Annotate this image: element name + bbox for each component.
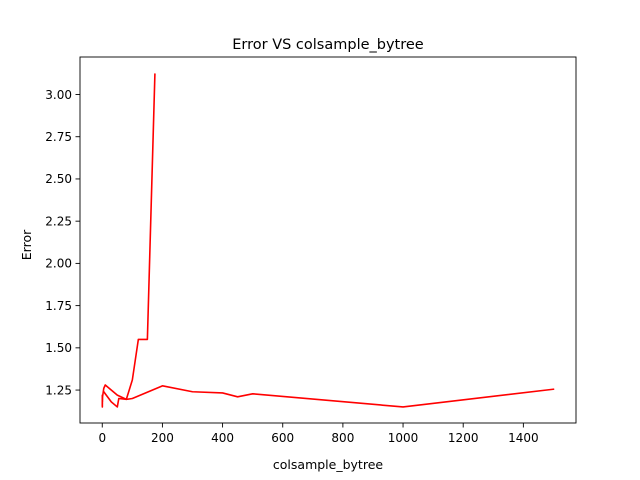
x-tick-label: 1400 (508, 431, 539, 445)
plot-frame (79, 56, 577, 424)
x-tick-label: 1000 (388, 431, 419, 445)
y-axis: 1.25 1.50 1.75 2.00 2.25 2.50 2.75 3.00 (45, 88, 80, 397)
series-layer (101, 73, 555, 408)
x-axis: 0 200 400 600 800 1000 1200 1400 (98, 423, 539, 445)
x-tick-label: 800 (331, 431, 354, 445)
series-line-2 (102, 73, 156, 408)
x-tick-label: 400 (211, 431, 234, 445)
y-axis-label: Error (19, 229, 34, 260)
x-tick-label: 1200 (448, 431, 479, 445)
y-tick-label: 2.50 (45, 172, 72, 186)
y-tick-label: 2.75 (45, 130, 72, 144)
y-tick-label: 1.25 (45, 383, 72, 397)
series-line-1 (101, 384, 555, 408)
y-tick-label: 2.25 (45, 214, 72, 228)
x-tick-label: 600 (271, 431, 294, 445)
y-tick-label: 2.00 (45, 257, 72, 271)
y-tick-label: 1.75 (45, 299, 72, 313)
x-axis-label: colsample_bytree (273, 457, 383, 472)
x-tick-label: 0 (98, 431, 106, 445)
x-tick-label: 200 (151, 431, 174, 445)
y-tick-label: 1.50 (45, 341, 72, 355)
y-tick-label: 3.00 (45, 88, 72, 102)
chart-title: Error VS colsample_bytree (232, 37, 424, 53)
